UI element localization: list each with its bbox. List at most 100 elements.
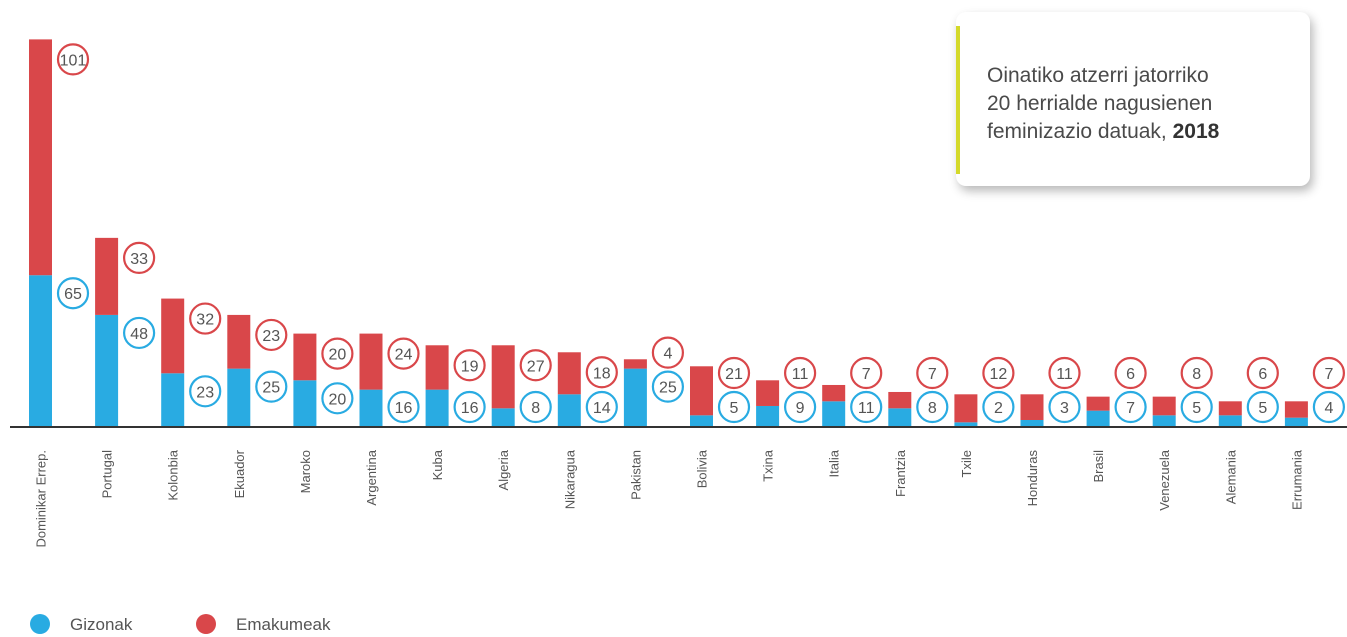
value-label-emakumeak-portugal-bubble <box>123 241 156 274</box>
value-label-emakumeak-kuba-bubble <box>453 349 486 382</box>
value-label-emakumeak-bolivia: 21 <box>725 366 743 383</box>
value-label-gizonak-frantzia: 8 <box>928 400 937 417</box>
value-label-emakumeak-italia-bubble <box>850 356 883 390</box>
value-label-gizonak-venezuela: 5 <box>1192 400 1201 417</box>
value-label-gizonak-kolonbia-bubble <box>189 375 222 408</box>
value-label-gizonak-portugal-bubble <box>123 316 156 350</box>
bar-emakumeak-kolonbia <box>161 298 185 374</box>
title-line-3: feminizazio datuak, 2018 <box>987 118 1297 146</box>
value-label-gizonak-argentina-bubble <box>387 390 420 424</box>
value-label-emakumeak-algeria: 27 <box>527 358 545 375</box>
bar-gizonak-kuba <box>425 389 449 427</box>
value-label-emakumeak-honduras: 11 <box>1056 366 1073 383</box>
value-label-gizonak-txina-bubble <box>783 390 817 424</box>
category-label-frantzia: Frantzia <box>893 449 908 497</box>
legend-label-emakumeak: Emakumeak <box>236 615 331 634</box>
value-label-emakumeak-kolonbia-bubble <box>189 302 222 335</box>
category-label-argentina: Argentina <box>364 449 379 505</box>
title-year: 2018 <box>1172 120 1220 143</box>
value-label-emakumeak-ekuador: 23 <box>262 328 280 345</box>
category-label-honduras: Honduras <box>1025 450 1040 507</box>
bar-emakumeak-italia <box>822 384 846 402</box>
bar-gizonak-errumania <box>1284 417 1308 427</box>
category-label-nikaragua: Nikaragua <box>562 449 577 509</box>
value-label-gizonak-txile: 2 <box>994 400 1003 417</box>
value-label-gizonak-maroko: 20 <box>329 391 347 408</box>
bar-emakumeak-txina <box>756 380 780 406</box>
value-label-gizonak-kolonbia: 23 <box>196 384 214 401</box>
title-line-1: Oinatiko atzerri jatorriko <box>987 64 1209 87</box>
bar-emakumeak-honduras <box>1020 394 1044 420</box>
value-label-gizonak-kuba: 16 <box>461 400 479 417</box>
value-label-gizonak-nikaragua: 14 <box>593 400 611 417</box>
value-label-gizonak-pakistan-bubble <box>651 370 685 403</box>
value-label-gizonak-italia: 11 <box>858 400 875 417</box>
value-label-emakumeak-algeria-bubble <box>519 349 552 382</box>
category-label-brasil: Brasil <box>1091 450 1106 483</box>
bar-gizonak-portugal <box>95 314 119 427</box>
value-label-emakumeak-venezuela-bubble <box>1180 356 1213 390</box>
category-label-ekuador: Ekuador <box>232 449 247 498</box>
bar-emakumeak-venezuela <box>1152 396 1176 416</box>
category-label-bolivia: Bolivia <box>695 449 710 488</box>
category-label-maroko: Maroko <box>298 450 313 493</box>
value-label-gizonak-algeria: 8 <box>531 400 540 417</box>
title-line-3-text: feminizazio datuak, <box>987 120 1173 143</box>
value-label-gizonak-alemania-bubble <box>1246 390 1279 424</box>
value-label-emakumeak-nikaragua: 18 <box>593 365 611 382</box>
bar-gizonak-honduras <box>1020 419 1044 427</box>
legend-swatch-emakumeak <box>196 614 216 634</box>
category-label-portugal: Portugal <box>100 450 115 499</box>
value-label-emakumeak-frantzia: 7 <box>928 366 937 383</box>
value-label-gizonak-bolivia: 5 <box>730 400 739 417</box>
value-label-emakumeak-txina: 11 <box>792 366 809 383</box>
bar-gizonak-dominikar-errep <box>29 275 52 427</box>
legend-swatch-gizonak <box>30 614 50 634</box>
bar-gizonak-nikaragua <box>557 394 581 427</box>
category-label-pakistan: Pakistan <box>628 450 643 500</box>
category-label-txile: Txile <box>959 450 974 477</box>
value-label-emakumeak-frantzia-bubble <box>916 356 949 390</box>
bar-emakumeak-kuba <box>425 345 449 390</box>
value-label-emakumeak-errumania: 7 <box>1324 366 1333 383</box>
value-label-emakumeak-argentina: 24 <box>395 347 413 364</box>
value-label-gizonak-nikaragua-bubble <box>585 390 618 424</box>
value-label-emakumeak-dominikar-errep: 101 <box>60 52 87 69</box>
value-label-gizonak-bolivia-bubble <box>717 390 751 424</box>
bar-gizonak-venezuela <box>1152 415 1176 427</box>
chart-title: Oinatiko atzerri jatorriko 20 herrialde … <box>987 62 1297 146</box>
bar-gizonak-alemania <box>1218 415 1242 427</box>
value-label-gizonak-kuba-bubble <box>453 390 486 424</box>
value-label-emakumeak-argentina-bubble <box>387 337 420 370</box>
category-label-errumania: Errumania <box>1289 449 1304 510</box>
value-label-gizonak-pakistan: 25 <box>659 380 677 397</box>
value-label-gizonak-argentina: 16 <box>395 400 413 417</box>
value-label-emakumeak-ekuador-bubble <box>255 318 288 352</box>
value-label-gizonak-alemania: 5 <box>1258 400 1267 417</box>
bar-emakumeak-algeria <box>491 345 515 409</box>
value-label-gizonak-ekuador-bubble <box>255 370 288 403</box>
value-label-gizonak-maroko-bubble <box>321 382 354 415</box>
category-label-txina: Txina <box>761 449 776 482</box>
value-label-emakumeak-brasil: 6 <box>1126 366 1135 383</box>
value-label-gizonak-txile-bubble <box>982 390 1015 424</box>
value-label-emakumeak-honduras-bubble <box>1048 356 1081 390</box>
value-label-emakumeak-italia: 7 <box>862 366 871 383</box>
value-label-emakumeak-alemania-bubble <box>1246 356 1279 390</box>
bar-gizonak-argentina <box>359 389 383 427</box>
bar-gizonak-frantzia <box>888 408 912 427</box>
bar-emakumeak-ekuador <box>227 314 251 369</box>
value-label-emakumeak-errumania-bubble <box>1312 356 1346 390</box>
value-label-emakumeak-alemania: 6 <box>1258 366 1267 383</box>
value-label-emakumeak-txile: 12 <box>990 366 1008 383</box>
value-label-emakumeak-nikaragua-bubble <box>585 356 618 389</box>
bar-emakumeak-dominikar-errep <box>29 39 52 276</box>
bar-gizonak-bolivia <box>690 415 713 427</box>
value-label-emakumeak-maroko-bubble <box>321 337 354 370</box>
value-label-gizonak-dominikar-errep-bubble <box>56 277 90 310</box>
bar-gizonak-maroko <box>293 380 317 427</box>
bar-gizonak-algeria <box>491 408 515 427</box>
category-label-algeria: Algeria <box>496 449 511 490</box>
value-label-gizonak-dominikar-errep: 65 <box>64 286 82 303</box>
value-label-emakumeak-venezuela: 8 <box>1192 366 1201 383</box>
